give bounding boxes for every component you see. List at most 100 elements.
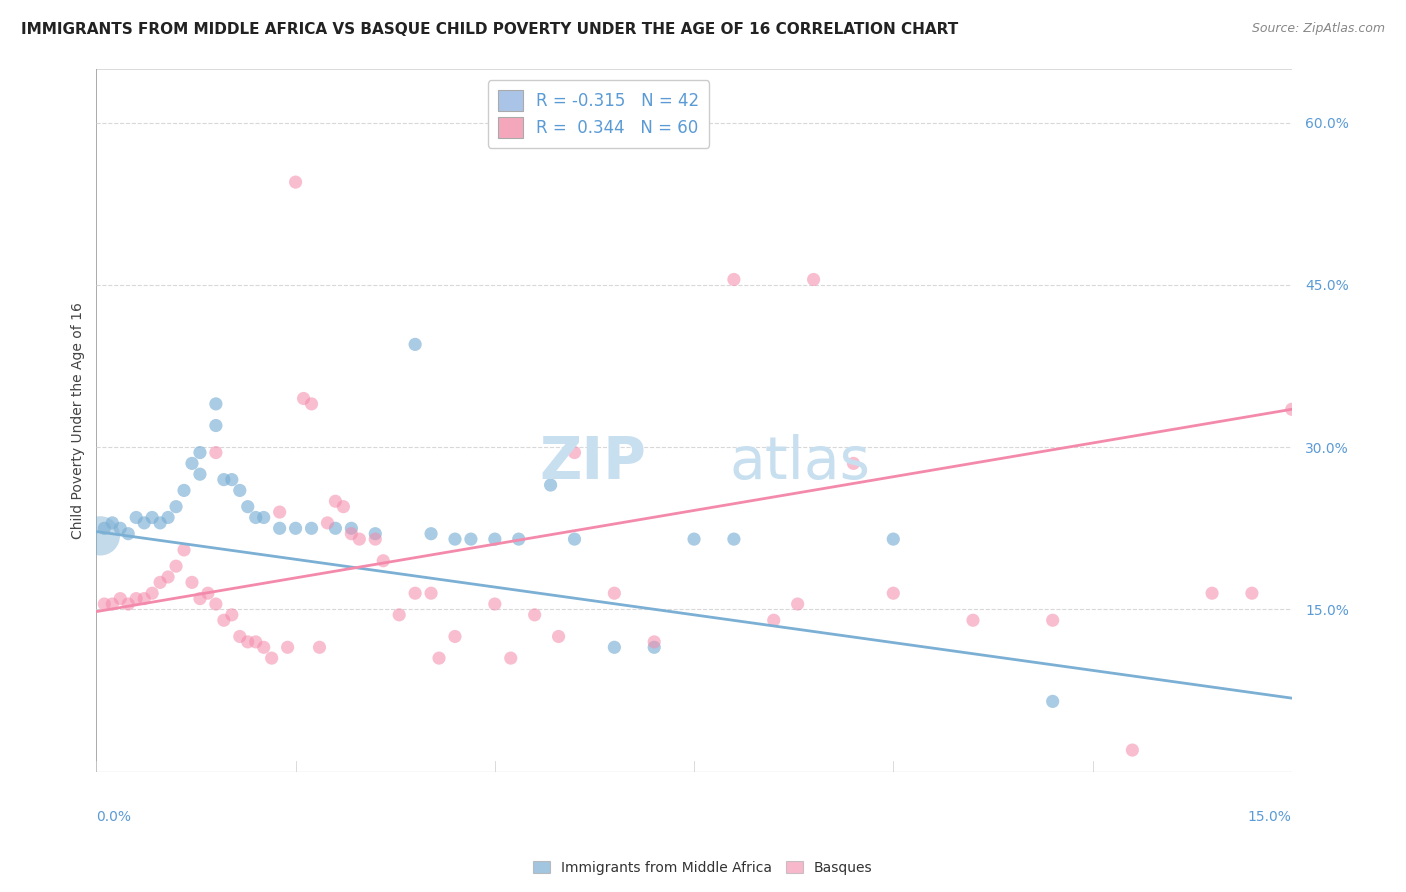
Text: Source: ZipAtlas.com: Source: ZipAtlas.com xyxy=(1251,22,1385,36)
Point xyxy=(1121,743,1143,757)
Point xyxy=(508,532,530,546)
Point xyxy=(444,630,467,644)
Point xyxy=(157,570,180,584)
Point xyxy=(141,586,163,600)
Point xyxy=(786,597,808,611)
Point xyxy=(165,559,187,574)
Point xyxy=(364,526,387,541)
Point xyxy=(364,532,387,546)
Text: IMMIGRANTS FROM MIDDLE AFRICA VS BASQUE CHILD POVERTY UNDER THE AGE OF 16 CORREL: IMMIGRANTS FROM MIDDLE AFRICA VS BASQUE … xyxy=(21,22,959,37)
Text: atlas: atlas xyxy=(730,434,870,491)
Point xyxy=(1201,586,1223,600)
Point xyxy=(484,597,506,611)
Point xyxy=(316,516,339,530)
Point xyxy=(165,500,187,514)
Point xyxy=(301,521,323,535)
Point xyxy=(197,586,219,600)
Point xyxy=(962,613,984,627)
Point xyxy=(181,575,204,590)
Point xyxy=(1042,613,1064,627)
Y-axis label: Child Poverty Under the Age of 16: Child Poverty Under the Age of 16 xyxy=(72,301,86,539)
Point xyxy=(205,418,228,433)
Point xyxy=(444,532,467,546)
Point xyxy=(420,586,443,600)
Point xyxy=(277,640,299,655)
Point xyxy=(325,494,347,508)
Point xyxy=(149,575,172,590)
Legend: Immigrants from Middle Africa, Basques: Immigrants from Middle Africa, Basques xyxy=(527,855,879,880)
Point xyxy=(188,591,211,606)
Point xyxy=(842,456,865,470)
Point xyxy=(723,532,745,546)
Point xyxy=(499,651,522,665)
Point xyxy=(349,532,371,546)
Point xyxy=(134,591,156,606)
Point xyxy=(205,397,228,411)
Point xyxy=(547,630,569,644)
Point xyxy=(188,467,211,482)
Point xyxy=(723,272,745,286)
Point xyxy=(404,586,426,600)
Text: 0.0%: 0.0% xyxy=(97,810,131,824)
Point xyxy=(173,543,195,558)
Point xyxy=(157,510,180,524)
Point xyxy=(523,607,546,622)
Point xyxy=(1042,694,1064,708)
Point xyxy=(245,510,267,524)
Point xyxy=(564,532,586,546)
Point xyxy=(404,337,426,351)
Point xyxy=(683,532,706,546)
Point xyxy=(803,272,825,286)
Point xyxy=(188,445,211,459)
Point xyxy=(292,392,315,406)
Point xyxy=(236,635,259,649)
Point xyxy=(882,532,904,546)
Point xyxy=(253,640,276,655)
Point xyxy=(205,597,228,611)
Point xyxy=(229,483,252,498)
Text: ZIP: ZIP xyxy=(540,434,647,491)
Point xyxy=(173,483,195,498)
Point xyxy=(332,500,354,514)
Point xyxy=(427,651,450,665)
Point xyxy=(301,397,323,411)
Point xyxy=(564,445,586,459)
Point xyxy=(420,526,443,541)
Point xyxy=(221,473,243,487)
Point xyxy=(212,613,235,627)
Point xyxy=(540,478,562,492)
Point xyxy=(101,516,124,530)
Point xyxy=(93,597,115,611)
Point xyxy=(643,635,665,649)
Point xyxy=(89,529,111,543)
Point xyxy=(260,651,283,665)
Point xyxy=(269,521,291,535)
Point xyxy=(308,640,330,655)
Point xyxy=(388,607,411,622)
Point xyxy=(221,607,243,622)
Point xyxy=(373,554,395,568)
Point xyxy=(340,526,363,541)
Point xyxy=(1281,402,1303,417)
Point xyxy=(484,532,506,546)
Point xyxy=(181,456,204,470)
Point xyxy=(141,510,163,524)
Point xyxy=(340,521,363,535)
Point xyxy=(125,510,148,524)
Point xyxy=(125,591,148,606)
Point xyxy=(284,175,307,189)
Point xyxy=(882,586,904,600)
Point xyxy=(110,591,132,606)
Point xyxy=(253,510,276,524)
Point xyxy=(212,473,235,487)
Point xyxy=(236,500,259,514)
Point xyxy=(117,597,139,611)
Legend: R = -0.315   N = 42, R =  0.344   N = 60: R = -0.315 N = 42, R = 0.344 N = 60 xyxy=(488,80,709,148)
Text: 15.0%: 15.0% xyxy=(1249,810,1292,824)
Point xyxy=(101,597,124,611)
Point xyxy=(284,521,307,535)
Point xyxy=(269,505,291,519)
Point xyxy=(110,521,132,535)
Point xyxy=(229,630,252,644)
Point xyxy=(205,445,228,459)
